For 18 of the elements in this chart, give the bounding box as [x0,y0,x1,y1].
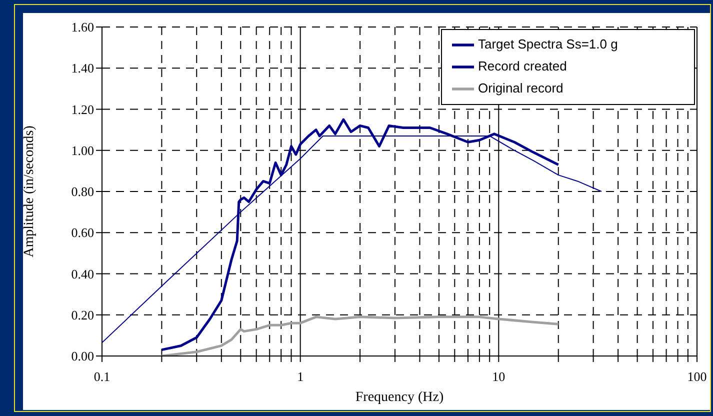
y-tick-label: 1.40 [71,60,94,76]
y-tick-label: 0.20 [71,307,94,322]
x-tick-label: 0.1 [94,369,110,384]
x-axis-title: Frequency (Hz) [355,390,444,405]
y-tick-label: 0.40 [71,266,94,282]
legend-label: Target Spectra Ss=1.0 g [478,36,618,52]
legend-label: Original record [478,80,564,96]
x-tick-label: 10 [492,369,506,384]
x-tick-label: 100 [687,369,707,384]
y-tick-label: 1.60 [71,20,94,35]
legend-label: Record created [478,58,567,74]
y-tick-label: 0.80 [71,184,94,200]
y-axis-title: Amplitude (in/seconds) [22,125,37,258]
y-tick-label: 1.00 [71,142,94,158]
y-tick-label: 0.60 [71,225,94,240]
x-tick-label: 1 [297,369,304,384]
y-tick-label: 0.00 [71,348,94,364]
y-tick-label: 1.20 [71,102,94,117]
